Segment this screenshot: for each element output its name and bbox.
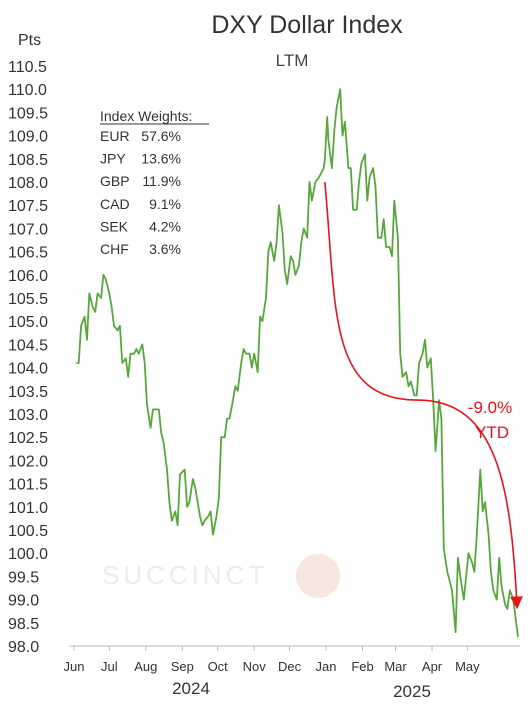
watermark-logo-icon — [296, 554, 340, 598]
year-label-2024: 2024 — [172, 679, 210, 698]
weight-currency: EUR — [100, 128, 130, 144]
watermark-text: SUCCINCT — [102, 560, 268, 590]
y-tick-label: 103.5 — [8, 384, 48, 401]
index-weights-heading: Index Weights: — [100, 108, 192, 124]
x-tick-label: Nov — [243, 659, 267, 674]
dxy-series-line — [76, 88, 519, 637]
y-tick-label: 109.5 — [8, 105, 48, 122]
weight-currency: GBP — [100, 173, 130, 189]
x-tick-label: Jun — [64, 659, 85, 674]
weight-value: 3.6% — [149, 241, 181, 257]
y-axis-unit: Pts — [18, 32, 41, 49]
y-tick-label: 103.0 — [8, 407, 48, 424]
x-tick-label: Jul — [101, 659, 118, 674]
watermark: SUCCINCT — [102, 554, 340, 598]
weight-currency: SEK — [100, 218, 129, 234]
x-tick-label: Aug — [134, 659, 157, 674]
y-tick-label: 109.0 — [8, 129, 48, 146]
y-tick-label: 105.5 — [8, 291, 48, 308]
y-tick-label: 104.5 — [8, 337, 48, 354]
weight-currency: JPY — [100, 151, 126, 167]
x-tick-label: Apr — [422, 659, 443, 674]
weight-currency: CAD — [100, 196, 130, 212]
y-tick-label: 99.5 — [8, 569, 39, 586]
x-tick-label: Feb — [351, 659, 373, 674]
chart-subtitle: LTM — [276, 51, 309, 70]
y-tick-label: 98.0 — [8, 639, 39, 656]
x-tick-label: May — [455, 659, 480, 674]
weight-value: 4.2% — [149, 218, 181, 234]
x-tick-label: Dec — [278, 659, 302, 674]
y-tick-label: 100.5 — [8, 523, 48, 540]
y-tick-label: 106.0 — [8, 268, 48, 285]
chart-title: DXY Dollar Index — [211, 11, 403, 39]
y-tick-label: 107.0 — [8, 221, 48, 238]
ytd-arrow — [324, 181, 523, 610]
y-tick-label: 106.5 — [8, 245, 48, 262]
ytd-change-label: -9.0% — [468, 398, 512, 417]
y-tick-label: 108.0 — [8, 175, 48, 192]
y-tick-label: 102.5 — [8, 430, 48, 447]
y-axis: 110.5 110.0 109.5 109.0 108.5 108.0 107.5 107.0… — [8, 59, 48, 656]
weight-value: 11.9% — [142, 173, 181, 189]
weight-value: 13.6% — [141, 151, 181, 167]
x-axis: Jun Jul Aug Sep Oct Nov Dec Jan Feb Mar Apr May — [64, 646, 480, 674]
y-tick-label: 110.5 — [8, 59, 47, 76]
y-tick-label: 101.5 — [8, 477, 48, 494]
y-tick-label: 104.0 — [8, 361, 48, 378]
index-weights-box: Index Weights: EUR 57.6% JPY 13.6% GBP 11.9% C… — [100, 108, 209, 257]
y-tick-label: 102.0 — [8, 453, 48, 470]
y-tick-label: 99.0 — [8, 593, 39, 610]
y-tick-label: 101.0 — [8, 500, 48, 517]
y-tick-label: 108.5 — [8, 152, 48, 169]
y-tick-label: 98.5 — [8, 616, 39, 633]
ytd-label: YTD — [475, 423, 509, 442]
y-tick-label: 107.5 — [8, 198, 48, 215]
weight-value: 9.1% — [149, 196, 181, 212]
x-tick-label: Mar — [384, 659, 407, 674]
year-label-2025: 2025 — [393, 682, 431, 701]
y-tick-label: 105.0 — [8, 314, 48, 331]
weight-value: 57.6% — [141, 128, 181, 144]
y-tick-label: 110.0 — [8, 82, 47, 99]
x-tick-label: Oct — [208, 659, 229, 674]
weight-currency: CHF — [100, 241, 129, 257]
x-tick-label: Sep — [171, 659, 194, 674]
x-tick-label: Jan — [316, 659, 337, 674]
y-tick-label: 100.0 — [8, 546, 48, 563]
